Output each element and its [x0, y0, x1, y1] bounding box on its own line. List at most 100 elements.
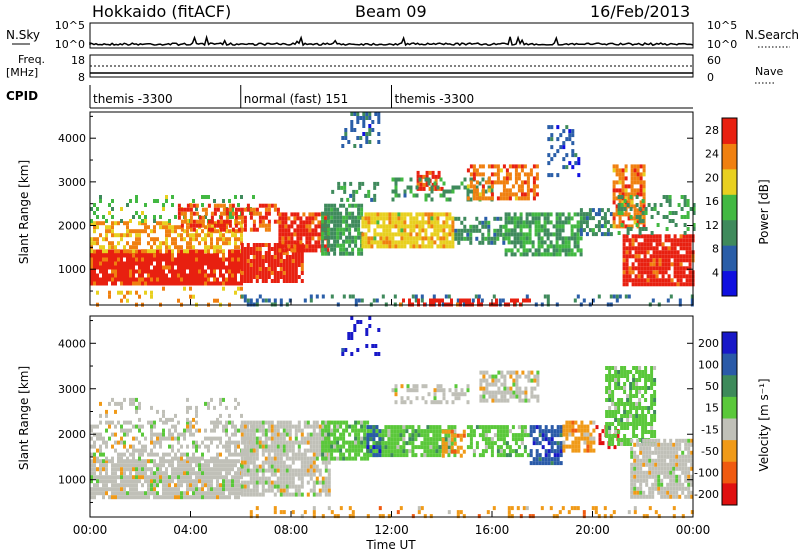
heatmap-cell — [288, 428, 292, 433]
heatmap-cell — [321, 456, 325, 461]
heatmap-cell — [105, 483, 108, 488]
heatmap-cell — [643, 282, 647, 287]
heatmap-cell — [225, 432, 228, 437]
heatmap-cell — [428, 186, 432, 191]
heatmap-cell — [213, 471, 216, 476]
heatmap-cell — [138, 241, 141, 246]
heatmap-cell — [228, 436, 231, 441]
heatmap-cell — [96, 459, 99, 464]
heatmap-cell — [141, 269, 144, 274]
heatmap-cell — [682, 270, 686, 275]
heatmap-cell — [429, 437, 433, 442]
heatmap-cell — [264, 275, 268, 279]
heatmap-cell — [538, 441, 542, 446]
heatmap-cell — [327, 472, 331, 477]
heatmap-cell — [333, 424, 337, 429]
heatmap-cell — [174, 471, 177, 476]
heatmap-cell — [565, 165, 569, 170]
heatmap-cell — [168, 436, 171, 441]
heatmap-cell — [576, 248, 580, 253]
heatmap-cell — [378, 449, 382, 454]
heatmap-cell — [474, 294, 478, 299]
heatmap-cell — [213, 203, 217, 208]
heatmap-cell — [165, 475, 168, 480]
heatmap-cell — [462, 449, 466, 454]
heatmap-cell — [186, 281, 189, 286]
heatmap-cell — [448, 212, 452, 217]
heatmap-cell — [222, 475, 225, 480]
heatmap-cell — [204, 237, 207, 242]
heatmap-cell — [457, 185, 461, 190]
cpid-segment-label: normal (fast) 151 — [244, 92, 348, 106]
heatmap-cell — [502, 196, 506, 201]
heatmap-cell — [297, 452, 301, 457]
heatmap-cell — [105, 277, 108, 282]
heatmap-cell — [129, 397, 132, 402]
heatmap-cell — [234, 241, 237, 246]
heatmap-cell — [640, 262, 644, 267]
heatmap-cell — [357, 452, 361, 457]
heatmap-cell — [147, 281, 150, 286]
heatmap-cell — [168, 479, 171, 484]
heatmap-cell — [237, 491, 240, 496]
heatmap-cell — [237, 265, 240, 270]
heatmap-cell — [105, 253, 108, 258]
heatmap-cell — [159, 277, 162, 282]
heatmap-cell — [282, 267, 286, 271]
heatmap-cell — [135, 241, 138, 246]
heatmap-cell — [475, 185, 479, 190]
heatmap-cell — [177, 487, 180, 492]
heatmap-cell — [171, 495, 174, 500]
heatmap-cell — [460, 236, 464, 241]
heatmap-cell — [547, 437, 551, 442]
heatmap-cell — [406, 240, 410, 245]
heatmap-cell — [96, 237, 99, 242]
heatmap-cell — [642, 224, 646, 229]
heatmap-cell — [330, 444, 334, 449]
heatmap-cell — [201, 219, 205, 224]
heatmap-cell — [243, 456, 247, 461]
heatmap-cell — [207, 467, 210, 472]
heatmap-cell — [287, 240, 291, 245]
heatmap-cell — [162, 471, 165, 476]
heatmap-cell — [481, 192, 485, 197]
heatmap-cell — [368, 124, 372, 128]
heatmap-cell — [658, 258, 662, 263]
heatmap-cell — [234, 475, 237, 480]
heatmap-cell — [444, 445, 448, 450]
heatmap-cell — [391, 232, 395, 237]
heatmap-cell — [162, 456, 165, 461]
heatmap-cell — [625, 282, 629, 287]
heatmap-cell — [261, 448, 265, 453]
heatmap-cell — [216, 463, 219, 468]
heatmap-cell — [515, 378, 519, 383]
heatmap-cell — [291, 480, 295, 485]
heatmap-cell — [123, 479, 126, 484]
heatmap-cell — [141, 491, 144, 496]
heatmap-cell — [393, 441, 397, 446]
heatmap-cell — [481, 196, 485, 201]
heatmap-cell — [255, 440, 259, 445]
heatmap-cell — [526, 196, 530, 201]
heatmap-cell — [120, 463, 123, 468]
heatmap-cell — [655, 250, 659, 255]
heatmap-cell — [497, 398, 501, 403]
heatmap-cell — [529, 461, 533, 466]
heatmap-cell — [306, 448, 310, 453]
heatmap-cell — [153, 491, 156, 496]
heatmap-cell — [282, 271, 286, 275]
heatmap-cell — [399, 437, 403, 442]
heatmap-cell — [147, 225, 150, 230]
heatmap-cell — [120, 277, 123, 282]
heatmap-cell — [138, 452, 141, 457]
heatmap-cell — [312, 480, 316, 485]
heatmap-cell — [622, 242, 626, 247]
heatmap-cell — [111, 491, 114, 496]
heatmap-cell — [195, 487, 198, 492]
heatmap-cell — [324, 251, 328, 256]
heatmap-cell — [667, 238, 671, 243]
heatmap-cell — [425, 170, 429, 175]
heatmap-cell — [231, 249, 234, 254]
heatmap-cell — [502, 425, 506, 430]
heatmap-cell — [201, 269, 204, 274]
